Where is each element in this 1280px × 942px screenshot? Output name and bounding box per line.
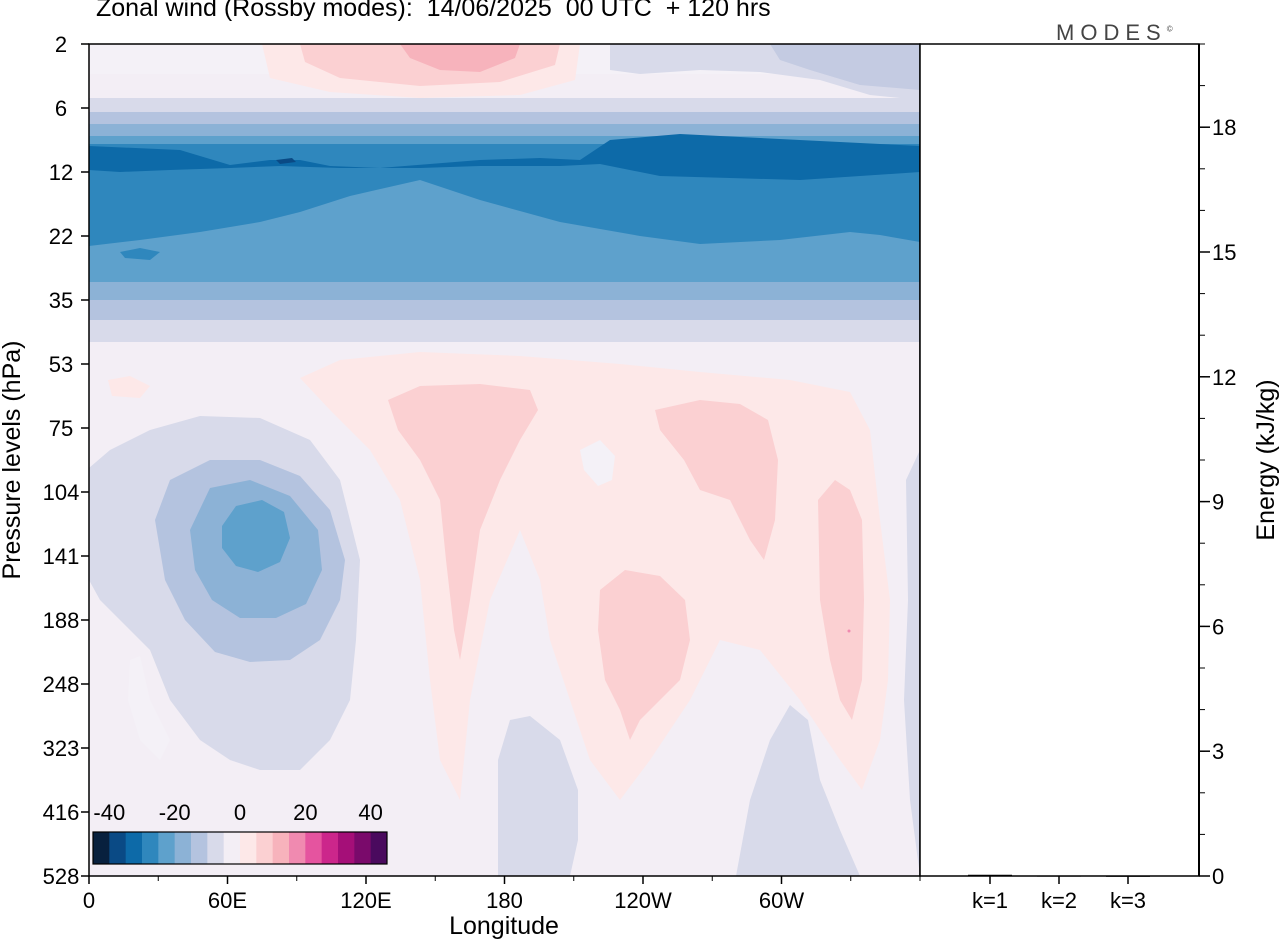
troposphere-contours [89, 352, 920, 876]
y-tick-label: 53 [49, 352, 73, 377]
colorbar-swatch [158, 832, 176, 864]
westerly-lobe-180 [388, 384, 538, 660]
y-tick-label: 188 [43, 608, 80, 633]
x-tick-label: 60E [208, 888, 247, 913]
colorbar-swatch [354, 832, 372, 864]
colorbar-label: -40 [93, 800, 125, 825]
energy-tick-label: 18 [1212, 115, 1236, 140]
energy-tick-label: 15 [1212, 240, 1236, 265]
colorbar-swatch [125, 832, 143, 864]
y-tick-label: 416 [43, 800, 80, 825]
energy-tick-label: 9 [1212, 490, 1224, 515]
energy-frame [919, 43, 1200, 877]
energy-tick-label: 6 [1212, 614, 1224, 639]
y-tick-label: 248 [43, 672, 80, 697]
wind-contour-panel: -40 -20 0 20 40 [89, 44, 920, 876]
colorbar-swatch [142, 832, 159, 864]
colorbar-swatch [256, 832, 274, 864]
chart-title: Zonal wind (Rossby modes): 14/06/2025 00… [96, 0, 771, 22]
colorbar-swatch [321, 832, 339, 864]
energy-category-label: k=2 [1041, 888, 1077, 913]
y-tick-label: 2 [55, 32, 67, 57]
energy-bar [968, 874, 1012, 876]
energy-bars: k=1 k=2 k=3 [968, 874, 1150, 913]
x-tick-label: 180 [486, 888, 523, 913]
colorbar-swatch [191, 832, 208, 864]
colorbar-swatch [370, 832, 388, 864]
colorbar-swatch [207, 832, 225, 864]
x-tick-label: 120W [614, 888, 672, 913]
energy-tick-label: 12 [1212, 365, 1236, 390]
energy-tick-label: 3 [1212, 739, 1224, 764]
colorbar-label: 0 [234, 800, 246, 825]
x-tick-label: 0 [83, 888, 95, 913]
colorbar-swatch [223, 832, 241, 864]
easterly-minimum [222, 500, 290, 572]
modes-logo: MODES© [1056, 20, 1173, 45]
energy-category-label: k=3 [1110, 888, 1146, 913]
colorbar-label: -20 [159, 800, 191, 825]
y-tick-label: 12 [49, 160, 73, 185]
x-axis-label: Longitude [449, 912, 559, 940]
y-tick-label: 141 [43, 544, 80, 569]
colorbar: -40 -20 0 20 40 [91, 798, 391, 868]
colorbar-swatch [93, 832, 110, 864]
x-tick-label: 120E [340, 888, 391, 913]
stratosphere-bands [89, 44, 920, 342]
x-tick-label: 60W [759, 888, 804, 913]
colorbar-swatch [305, 832, 323, 864]
westerly-lobe-80w [655, 400, 778, 560]
colorbar-swatch [174, 832, 192, 864]
colorbar-swatch [289, 832, 306, 864]
y-tick-label: 75 [49, 416, 73, 441]
colorbar-border [92, 831, 388, 865]
energy-category-label: k=1 [972, 888, 1008, 913]
y-tick-label: 6 [55, 96, 67, 121]
colorbar-swatch [338, 832, 355, 864]
y-tick-label: 323 [43, 736, 80, 761]
westerly-lobe-30w [818, 480, 864, 720]
y-tick-label: 35 [49, 288, 73, 313]
westerly-lobe-120w [598, 570, 690, 740]
y-tick-label: 104 [43, 480, 80, 505]
energy-tick-label: 0 [1212, 864, 1224, 889]
axes-layer: 0 60E 120E 180 120W 60W2612223553751041411882… [43, 32, 1237, 913]
energy-axis-label: Energy (kJ/kg) [1252, 379, 1280, 540]
y-axis-label: Pressure levels (hPa) [0, 341, 26, 580]
y-tick-label: 22 [49, 224, 73, 249]
colorbar-swatch [240, 832, 257, 864]
colorbar-swatch [272, 832, 290, 864]
colorbar-label: 20 [293, 800, 317, 825]
y-tick-label: 528 [43, 864, 80, 889]
colorbar-swatch [109, 832, 127, 864]
colorbar-label: 40 [358, 800, 382, 825]
